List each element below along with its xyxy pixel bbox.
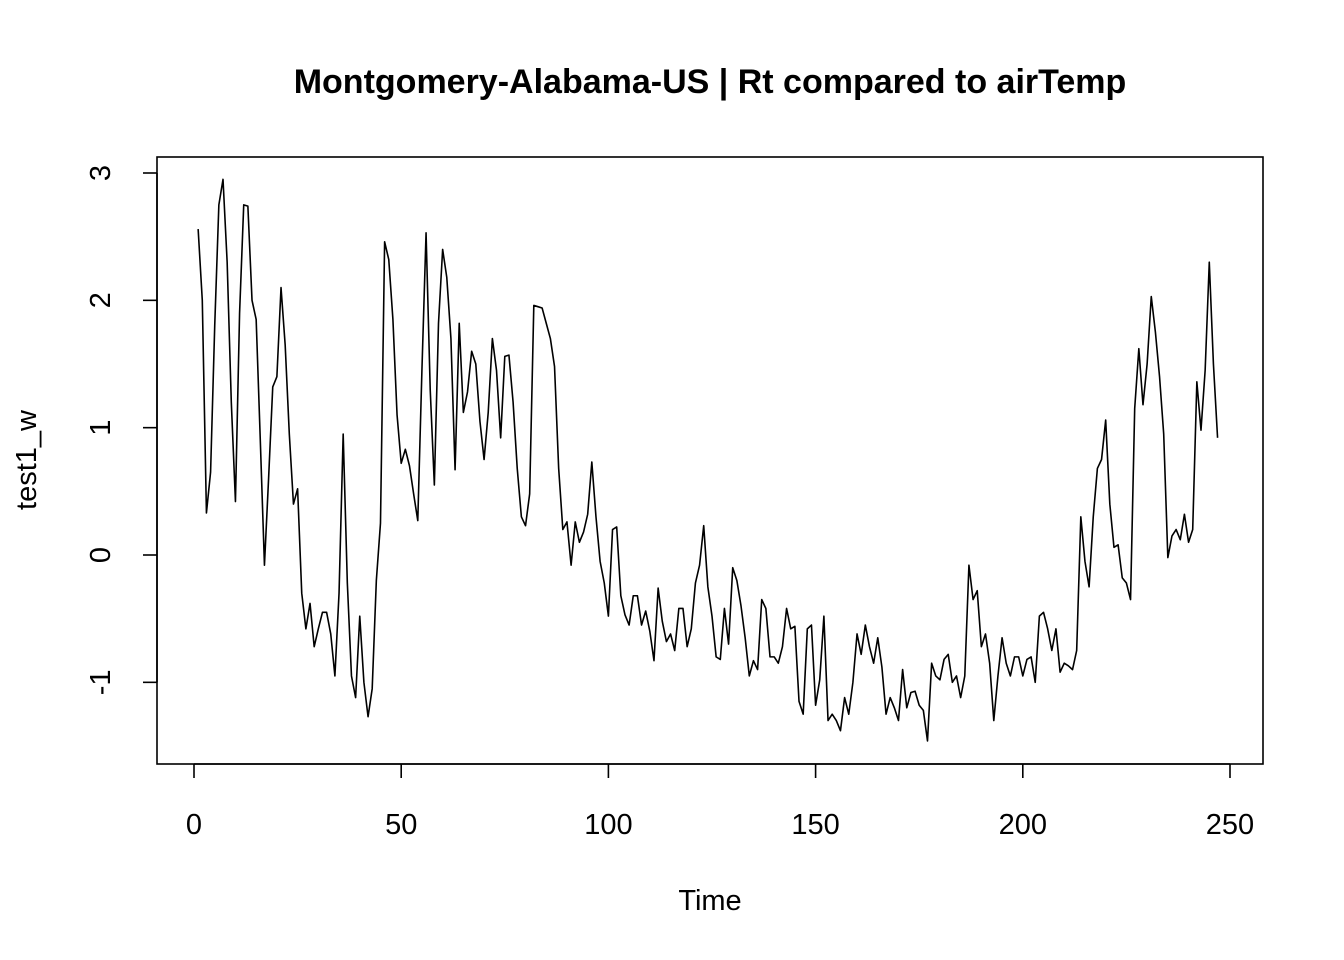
- x-tick-label: 100: [584, 809, 632, 841]
- y-tick-label: 0: [85, 547, 117, 563]
- series-layer: [197, 178, 1219, 742]
- x-tick-label: 50: [385, 809, 417, 841]
- x-axis-label: Time: [678, 885, 741, 917]
- y-tick-label: 3: [85, 165, 117, 181]
- chart-title: Montgomery-Alabama-US | Rt compared to a…: [294, 63, 1127, 101]
- y-tick-label: 2: [85, 292, 117, 308]
- series-line: [197, 178, 1219, 742]
- x-axis: 0 50 100 150 200 250: [186, 763, 1254, 841]
- y-axis: -1 0 1 2 3: [85, 165, 158, 695]
- x-tick-label: 150: [791, 809, 839, 841]
- x-tick-label: 0: [186, 809, 202, 841]
- x-tick-label: 200: [999, 809, 1047, 841]
- y-axis-label: test1_w: [11, 409, 43, 510]
- y-tick-label: 1: [85, 420, 117, 436]
- y-tick-label: -1: [85, 669, 117, 695]
- plot-frame: [156, 156, 1264, 765]
- x-tick-label: 250: [1206, 809, 1254, 841]
